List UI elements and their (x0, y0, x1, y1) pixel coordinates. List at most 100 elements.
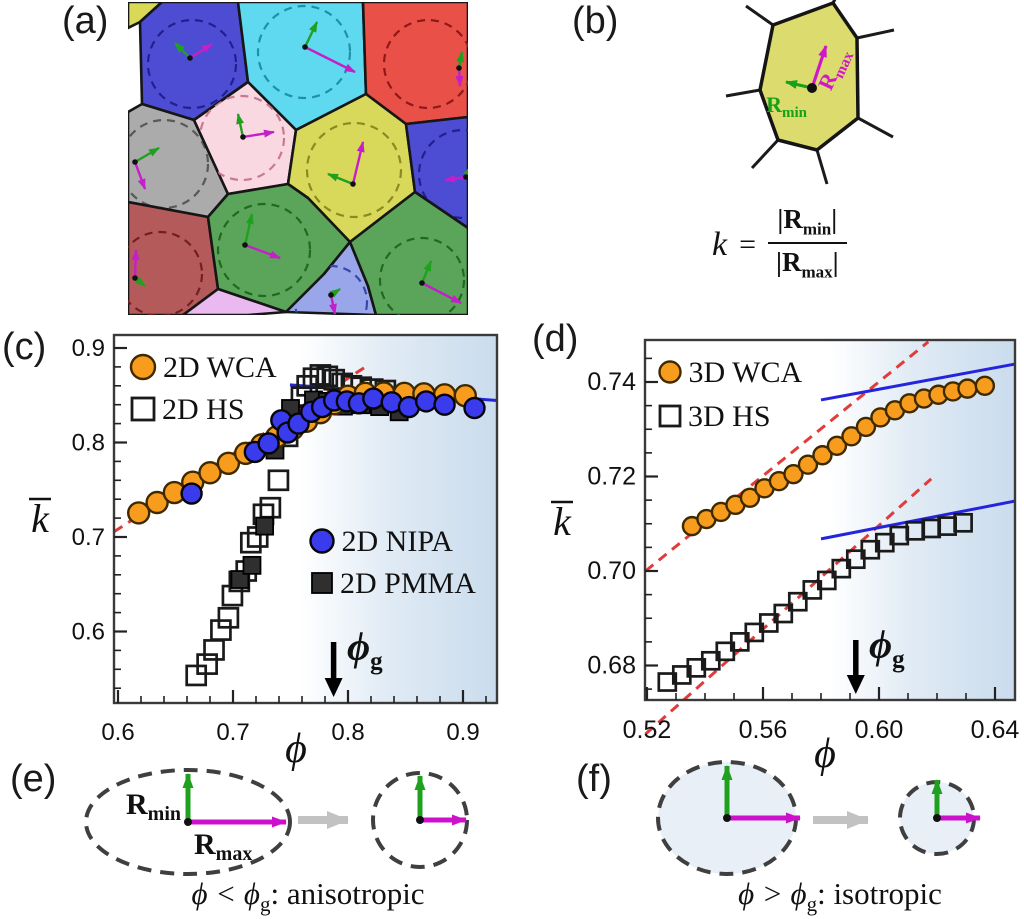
glass-transition-marker: ϕg (846, 622, 905, 694)
series-3d-wca (681, 375, 996, 537)
panel-a-label: (a) (62, 0, 109, 42)
x-axis-label: ϕ (814, 731, 836, 777)
legend-item-2d-pmma: 2D PMMA (311, 567, 476, 600)
x-axis-label: ϕ (285, 726, 307, 772)
cell-center-dot (187, 55, 193, 61)
panel-d-label: (d) (532, 318, 579, 360)
r-min-arrow (303, 21, 319, 48)
series-2d-nipa (180, 387, 486, 505)
y-tick-label: 0.9 (72, 335, 105, 362)
r-max-arrow (351, 141, 365, 185)
axis-ticks (114, 346, 487, 703)
legend-item-2d-hs: 2D HS (130, 393, 245, 426)
y-tick-label: 0.68 (587, 652, 636, 680)
dashed-outline (84, 768, 292, 876)
axis-ticks (645, 357, 997, 700)
legend-label: 2D NIPA (342, 525, 454, 558)
big-shape (656, 760, 801, 876)
panel-f-isotropic-diagram: ϕ > ϕg: isotropic (656, 760, 981, 916)
cell-center-dot (456, 65, 462, 71)
cell-inscribed-circle (378, 236, 466, 315)
x-tick-label: 0.8 (331, 719, 364, 746)
panel-a-voronoi-diagram (128, 2, 468, 315)
panel-f-label: (f) (576, 758, 612, 800)
plot-frame (643, 338, 1017, 702)
r-min-arrow (134, 146, 160, 164)
cell-center-dot (242, 242, 248, 248)
cell-edge-spoke (857, 116, 894, 139)
legend: 2D WCA 2D HS 2D NIPA 2D PMMA (129, 351, 476, 600)
legend-item-3d-wca: 3D WCA (658, 356, 803, 389)
cell-inscribed-circle (216, 202, 312, 298)
cell-edge-spoke (745, 4, 774, 27)
cell-center-dot (328, 292, 334, 298)
cell-center-dot (463, 174, 468, 180)
cell-center-dot (807, 83, 817, 93)
r-max-arrow (131, 249, 140, 279)
panel-e-label: (e) (10, 758, 57, 800)
legend-label: 2D PMMA (340, 567, 476, 600)
r-min-arrow (236, 113, 245, 138)
r-max-arrow (444, 174, 467, 183)
r-min-arrow (327, 172, 354, 186)
fit-line-solid (820, 362, 1016, 402)
cell-edge-spoke (815, 149, 829, 185)
x-tick-label: 0.9 (446, 719, 479, 746)
legend-label: 3D HS (688, 400, 771, 433)
r-max-label: Rmax (194, 828, 252, 865)
cell-inscribed-circle (146, 18, 238, 110)
panel-b-equation: k = |Rmin| |Rmax| (712, 204, 847, 286)
equation-k: k (712, 225, 728, 263)
legend-item-3d-hs: 3D HS (658, 400, 771, 433)
r-max-arrow (421, 281, 462, 305)
y-tick-label: 0.6 (72, 619, 105, 646)
y-axis-label: k (31, 496, 50, 541)
panel-d-chart: 0.52 0.56 0.60 0.64 0.74 0.72 0.70 0.68 ϕ k ϕg 3D W… (551, 338, 1019, 777)
big-shape (84, 768, 292, 876)
y-tick-label: 0.72 (587, 463, 636, 491)
cell-inscribed-circle (128, 118, 210, 210)
legend-label: 3D WCA (689, 356, 803, 389)
dashed-outline (371, 771, 469, 869)
x-tick-label: 0.52 (623, 716, 672, 744)
x-tick-label: 0.7 (216, 719, 249, 746)
x-tick-label: 0.6 (101, 719, 134, 746)
legend-item-2d-wca: 2D WCA (129, 351, 277, 384)
y-tick-label: 0.70 (587, 557, 636, 585)
cell-edge-spoke (750, 138, 780, 170)
legend-marker (311, 572, 333, 594)
voronoi-cell-violet-sliver (181, 287, 288, 315)
axis-tick-labels: 0.6 0.7 0.8 0.9 0.9 0.8 0.7 0.6 (72, 335, 480, 746)
legend: 3D WCA 3D HS (658, 356, 803, 433)
legend-marker (309, 528, 335, 554)
small-shape (371, 771, 469, 869)
equation-fraction: |Rmin| |Rmax| (768, 204, 847, 286)
legend-marker (658, 360, 682, 384)
series-3d-hs (657, 512, 973, 692)
r-max-arrow (810, 45, 828, 89)
r-max-arrow (242, 129, 275, 139)
caption: ϕ > ϕg: isotropic (738, 876, 942, 916)
cell-center-dot (132, 275, 138, 281)
equation-denominator: |Rmax| (768, 242, 847, 285)
r-max-arrow (455, 67, 464, 87)
r-min-arrow (174, 42, 191, 59)
r-max-arrow (304, 45, 356, 74)
plot-frame (112, 333, 499, 705)
equation-equals: = (739, 227, 757, 261)
y-tick-label: 0.7 (72, 524, 105, 551)
y-tick-label: 0.74 (587, 368, 636, 396)
panel-c-label: (c) (2, 326, 47, 368)
center-dot (723, 814, 731, 822)
x-tick-label: 0.56 (739, 716, 788, 744)
fit-line-solid (820, 499, 1016, 541)
cell-inscribed-circle (128, 230, 204, 315)
legend-label: 2D HS (162, 393, 245, 426)
r-min-arrow (420, 260, 433, 284)
cell-inscribed-circle (305, 121, 403, 219)
cell-inscribed-circle (256, 4, 352, 100)
panel-b-label: (b) (572, 0, 619, 42)
